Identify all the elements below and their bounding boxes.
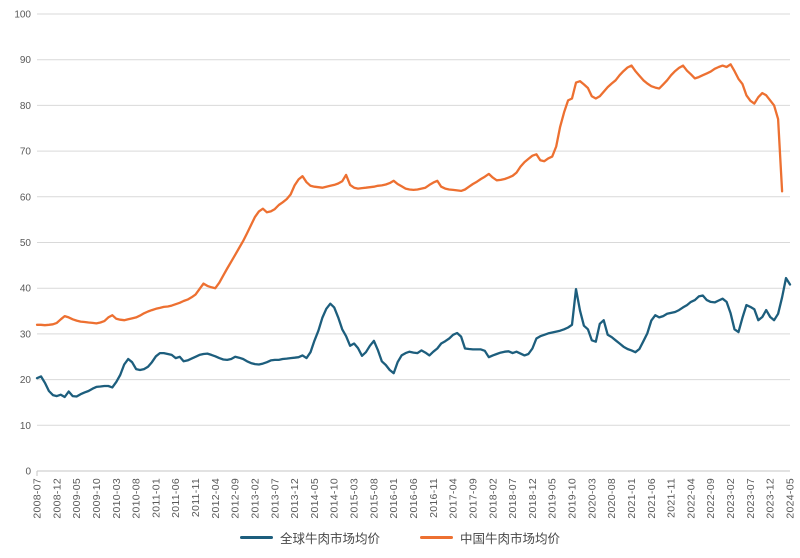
y-axis-label: 90 bbox=[20, 55, 32, 66]
x-axis-label: 2021-06 bbox=[646, 478, 658, 519]
x-axis-label: 2008-07 bbox=[32, 478, 44, 519]
x-axis-label: 2010-08 bbox=[131, 478, 143, 519]
x-axis-label: 2016-11 bbox=[428, 478, 440, 518]
x-axis-label: 2021-01 bbox=[626, 478, 638, 519]
x-axis-label: 2022-09 bbox=[705, 478, 717, 519]
series-line-global bbox=[35, 276, 792, 399]
x-axis-label: 2013-07 bbox=[269, 478, 281, 519]
x-axis-label: 2023-07 bbox=[745, 478, 757, 519]
x-axis-label: 2011-06 bbox=[170, 478, 182, 518]
y-axis-label: 30 bbox=[20, 329, 32, 340]
x-axis-label: 2019-05 bbox=[547, 478, 559, 519]
x-axis-label: 2019-10 bbox=[567, 478, 579, 519]
x-axis-label: 2012-04 bbox=[210, 478, 222, 519]
x-axis-label: 2011-01 bbox=[150, 478, 162, 518]
legend-item-china: 中国牛肉市场均价 bbox=[420, 528, 560, 547]
x-axis-label: 2023-12 bbox=[765, 478, 777, 519]
series-line-china bbox=[35, 63, 784, 327]
x-axis-label: 2009-05 bbox=[71, 478, 83, 519]
x-axis-label: 2020-03 bbox=[586, 478, 598, 519]
legend-swatch-global-icon bbox=[239, 535, 273, 540]
x-axis-label: 2015-08 bbox=[368, 478, 380, 519]
y-axis-label: 40 bbox=[20, 284, 32, 295]
x-axis-label: 2010-03 bbox=[111, 478, 123, 519]
x-axis-label: 2022-04 bbox=[685, 478, 697, 519]
y-axis-label: 20 bbox=[20, 375, 32, 386]
x-axis-label: 2018-02 bbox=[487, 478, 499, 519]
y-axis-label: 100 bbox=[14, 10, 31, 21]
y-axis-label: 80 bbox=[20, 101, 32, 112]
x-axis-label: 2020-08 bbox=[606, 478, 618, 519]
y-axis-label: 70 bbox=[20, 147, 32, 158]
x-axis-label: 2018-07 bbox=[507, 478, 519, 519]
x-axis-label: 2018-12 bbox=[527, 478, 539, 519]
x-axis-label: 2012-09 bbox=[230, 478, 242, 519]
legend-label-china: 中国牛肉市场均价 bbox=[460, 532, 561, 546]
y-axis-label: 50 bbox=[20, 238, 32, 249]
legend-swatch-china-icon bbox=[420, 535, 453, 540]
x-axis-label: 2023-02 bbox=[725, 478, 737, 519]
x-axis-label: 2013-02 bbox=[249, 478, 261, 519]
x-axis-label: 2011-11 bbox=[190, 478, 202, 517]
y-axis-label: 0 bbox=[25, 467, 31, 478]
y-axis-label: 10 bbox=[20, 421, 32, 432]
x-axis-label: 2008-12 bbox=[51, 478, 63, 519]
x-axis-label: 2013-12 bbox=[289, 478, 301, 519]
x-axis-label: 2017-09 bbox=[467, 478, 479, 519]
x-axis-label: 2021-11 bbox=[666, 478, 678, 518]
x-axis-label: 2014-10 bbox=[329, 478, 341, 519]
x-axis-label: 2016-01 bbox=[388, 478, 400, 519]
x-axis-label: 2016-06 bbox=[408, 478, 420, 519]
x-axis-label: 2014-05 bbox=[309, 478, 321, 519]
y-axis-label: 60 bbox=[20, 192, 32, 203]
chart-legend: 全球牛肉市场均价 中国牛肉市场均价 bbox=[0, 528, 800, 547]
x-axis-label: 2015-03 bbox=[349, 478, 361, 519]
x-axis-label: 2009-10 bbox=[91, 478, 103, 519]
legend-label-global: 全球牛肉市场均价 bbox=[279, 532, 380, 546]
x-axis-label: 2017-04 bbox=[448, 478, 460, 519]
x-axis-label: 2024-05 bbox=[785, 478, 797, 519]
legend-item-global: 全球牛肉市场均价 bbox=[239, 528, 380, 547]
